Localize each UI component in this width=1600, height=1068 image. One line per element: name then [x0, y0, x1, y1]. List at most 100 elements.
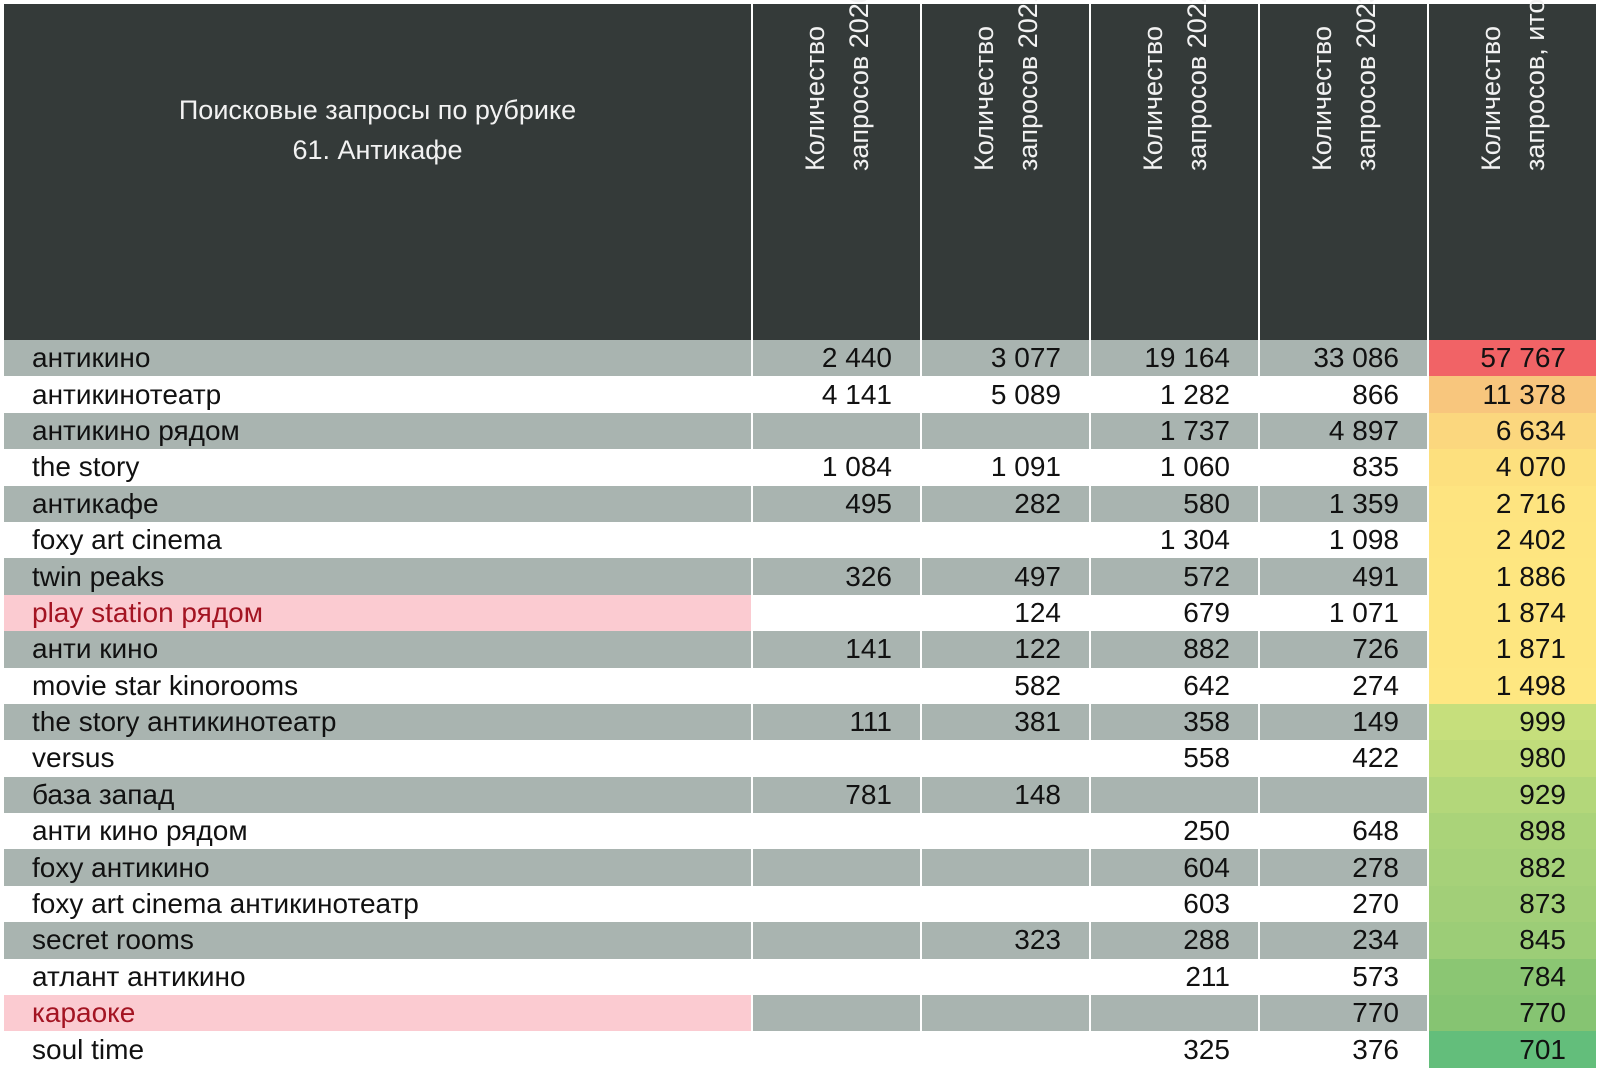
column-header-2020: Количество запросов 2020	[752, 0, 922, 340]
value-cell-2023: 1 071	[1259, 594, 1429, 632]
value-cell-2023: 726	[1259, 631, 1429, 668]
table-row: secret rooms 323 288 234 845	[4, 922, 1596, 959]
column-header-2021: Количество запросов 2021	[921, 0, 1091, 340]
query-cell: антикино	[4, 340, 753, 377]
value-cell-2020	[752, 594, 922, 632]
query-cell: атлант антикино	[4, 958, 753, 996]
value-cell-2022: 325	[1090, 1031, 1260, 1068]
column-header-line2: запросов, итого	[1519, 0, 1550, 171]
column-header-line2: запросов 2023	[1350, 0, 1381, 171]
value-cell-2023: 422	[1259, 740, 1429, 777]
value-cell-2023: 149	[1259, 703, 1429, 741]
query-cell: movie star kinorooms	[4, 667, 753, 704]
value-cell-2021	[921, 958, 1091, 996]
value-cell-2022: 1 304	[1090, 521, 1260, 559]
value-cell-2022: 572	[1090, 558, 1260, 595]
table-row: караоке 770 770	[4, 995, 1596, 1032]
value-cell-2022: 211	[1090, 958, 1260, 996]
total-cell: 6 634	[1428, 412, 1596, 450]
table-title: Поисковые запросы по рубрике 61. Антикаф…	[4, 4, 753, 340]
table-row: база запад 781 148 929	[4, 776, 1596, 814]
value-cell-2020	[752, 521, 922, 559]
value-cell-2022: 1 060	[1090, 449, 1260, 486]
total-cell: 980	[1428, 740, 1596, 777]
query-cell: play station рядом	[4, 594, 753, 632]
header-row: Поисковые запросы по рубрике 61. Антикаф…	[4, 0, 1596, 340]
value-cell-2021: 381	[921, 703, 1091, 741]
table-title-line1: Поисковые запросы по рубрике	[178, 95, 577, 125]
value-cell-2022	[1090, 995, 1260, 1032]
value-cell-2021: 323	[921, 922, 1091, 959]
value-cell-2023: 1 359	[1259, 485, 1429, 522]
value-cell-2020	[752, 1031, 922, 1068]
table-body: антикино 2 440 3 077 19 164 33 086 57 767 анти…	[4, 340, 1596, 1068]
value-cell-2020	[752, 958, 922, 996]
value-cell-2022: 288	[1090, 922, 1260, 959]
value-cell-2020: 326	[752, 558, 922, 595]
value-cell-2021: 582	[921, 667, 1091, 704]
value-cell-2022	[1090, 776, 1260, 814]
value-cell-2020: 495	[752, 485, 922, 522]
value-cell-2020	[752, 813, 922, 850]
total-cell: 2 402	[1428, 521, 1596, 559]
value-cell-2020	[752, 922, 922, 959]
value-cell-2023: 376	[1259, 1031, 1429, 1068]
table-title-line2: 61. Антикафе	[292, 135, 463, 165]
table-row: foxy art cinema 1 304 1 098 2 402	[4, 521, 1596, 559]
total-cell: 701	[1428, 1031, 1596, 1068]
value-cell-2023: 648	[1259, 813, 1429, 850]
query-cell: foxy антикино	[4, 849, 753, 886]
value-cell-2021: 3 077	[921, 340, 1091, 377]
value-cell-2021	[921, 1031, 1091, 1068]
total-cell: 898	[1428, 813, 1596, 850]
value-cell-2021: 122	[921, 631, 1091, 668]
value-cell-2021: 497	[921, 558, 1091, 595]
column-header-2023: Количество запросов 2023	[1259, 0, 1429, 340]
search-queries-table-figure: Поисковые запросы по рубрике 61. Антикаф…	[4, 0, 1596, 1068]
column-header-line1: Количество	[1475, 26, 1506, 171]
value-cell-2023: 770	[1259, 995, 1429, 1032]
value-cell-2021	[921, 740, 1091, 777]
query-cell: versus	[4, 740, 753, 777]
query-cell: secret rooms	[4, 922, 753, 959]
total-cell: 929	[1428, 776, 1596, 814]
total-cell: 845	[1428, 922, 1596, 959]
total-cell: 784	[1428, 958, 1596, 996]
total-cell: 770	[1428, 995, 1596, 1032]
value-cell-2023: 491	[1259, 558, 1429, 595]
table-row: анти кино рядом 250 648 898	[4, 813, 1596, 850]
value-cell-2023: 866	[1259, 376, 1429, 413]
value-cell-2021	[921, 412, 1091, 450]
total-cell: 882	[1428, 849, 1596, 886]
value-cell-2021	[921, 849, 1091, 886]
column-header-line1: Количество	[799, 26, 830, 171]
value-cell-2023: 274	[1259, 667, 1429, 704]
value-cell-2021	[921, 813, 1091, 850]
column-header-line2: запросов 2021	[1012, 0, 1043, 171]
column-header-line1: Количество	[1137, 26, 1168, 171]
value-cell-2021	[921, 521, 1091, 559]
value-cell-2022: 558	[1090, 740, 1260, 777]
value-cell-2022: 580	[1090, 485, 1260, 522]
value-cell-2023: 234	[1259, 922, 1429, 959]
value-cell-2020: 781	[752, 776, 922, 814]
table-row: movie star kinorooms 582 642 274 1 498	[4, 667, 1596, 704]
table-row: атлант антикино 211 573 784	[4, 958, 1596, 996]
column-header-line1: Количество	[968, 26, 999, 171]
query-cell: антикинотеатр	[4, 376, 753, 413]
value-cell-2020	[752, 995, 922, 1032]
value-cell-2022: 642	[1090, 667, 1260, 704]
table-row: анти кино 141 122 882 726 1 871	[4, 631, 1596, 668]
value-cell-2020	[752, 885, 922, 923]
value-cell-2023: 278	[1259, 849, 1429, 886]
query-cell: караоке	[4, 995, 753, 1032]
value-cell-2023: 33 086	[1259, 340, 1429, 377]
column-header-line2: запросов 2022	[1181, 0, 1212, 171]
column-header-2022: Количество запросов 2022	[1090, 0, 1260, 340]
query-cell: foxy art cinema антикинотеатр	[4, 885, 753, 923]
total-cell: 1 886	[1428, 558, 1596, 595]
value-cell-2023: 270	[1259, 885, 1429, 923]
value-cell-2021: 1 091	[921, 449, 1091, 486]
query-cell: антикафе	[4, 485, 753, 522]
query-cell: the story	[4, 449, 753, 486]
